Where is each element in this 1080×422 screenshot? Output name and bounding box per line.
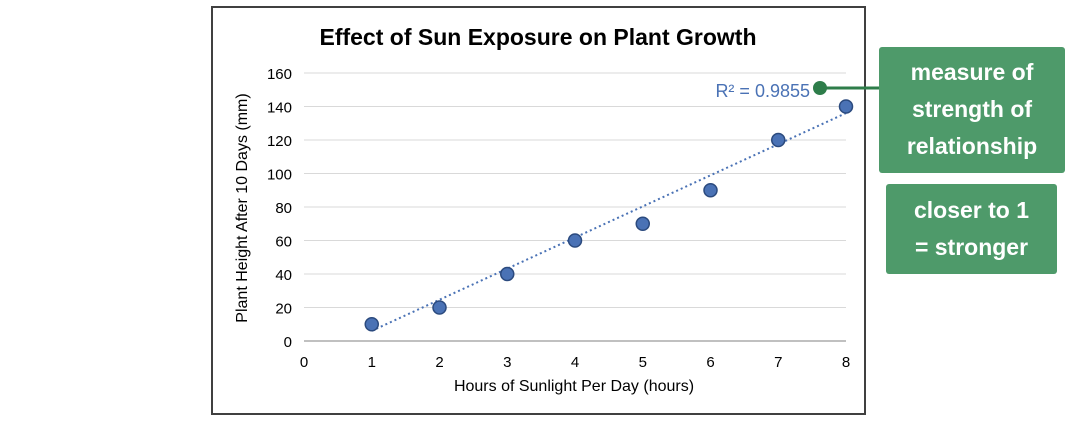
y-axis-label: Plant Height After 10 Days (mm) <box>234 93 251 322</box>
data-points <box>364 99 854 332</box>
x-tick-label: 7 <box>774 354 782 371</box>
callout-line: = stronger <box>914 234 1029 260</box>
data-point <box>567 233 583 248</box>
r-squared-label: R² = 0.9855 <box>715 81 810 101</box>
y-tick-label: 160 <box>267 66 292 83</box>
x-tick-label: 8 <box>842 354 850 371</box>
y-tick-label: 80 <box>275 200 292 217</box>
data-point <box>500 266 515 282</box>
x-tick-label: 1 <box>368 354 376 371</box>
y-tick-label: 60 <box>275 234 292 251</box>
x-tick-label: 0 <box>300 354 308 371</box>
y-tick-labels: 0 20 40 60 80 100 120 140 160 <box>267 66 292 351</box>
chart-frame: Effect of Sun Exposure on Plant Growth 0… <box>211 6 866 415</box>
x-tick-label: 5 <box>639 354 647 371</box>
gridlines <box>304 72 846 308</box>
callout-line: relationship <box>906 133 1038 159</box>
x-tick-labels: 0 1 2 3 4 5 6 7 8 <box>300 354 850 371</box>
x-tick-label: 2 <box>435 354 443 371</box>
data-point <box>635 216 650 231</box>
callout-line: measure of <box>910 59 1034 85</box>
y-tick-label: 140 <box>267 100 292 117</box>
callout-strength-of-relationship: measure of strength of relationship <box>879 47 1065 173</box>
callout-line: closer to 1 <box>913 197 1030 223</box>
x-tick-label: 3 <box>503 354 511 371</box>
scatter-chart: Effect of Sun Exposure on Plant Growth 0… <box>234 24 854 395</box>
x-tick-label: 4 <box>571 354 579 371</box>
y-tick-label: 120 <box>267 133 292 150</box>
callout-closer-to-one: closer to 1 = stronger <box>886 184 1057 274</box>
y-tick-label: 100 <box>267 167 292 184</box>
data-point <box>432 300 447 315</box>
y-tick-label: 40 <box>275 267 292 284</box>
chart-title: Effect of Sun Exposure on Plant Growth <box>319 24 756 50</box>
data-point <box>364 317 379 332</box>
data-point <box>838 99 854 114</box>
y-tick-label: 20 <box>275 301 292 318</box>
trendline <box>371 112 847 332</box>
data-point <box>703 183 718 198</box>
y-tick-label: 0 <box>284 334 292 351</box>
x-axis-label: Hours of Sunlight Per Day (hours) <box>454 378 694 395</box>
callout-line: strength of <box>911 96 1033 122</box>
data-point <box>771 132 786 148</box>
x-tick-label: 6 <box>706 354 714 371</box>
